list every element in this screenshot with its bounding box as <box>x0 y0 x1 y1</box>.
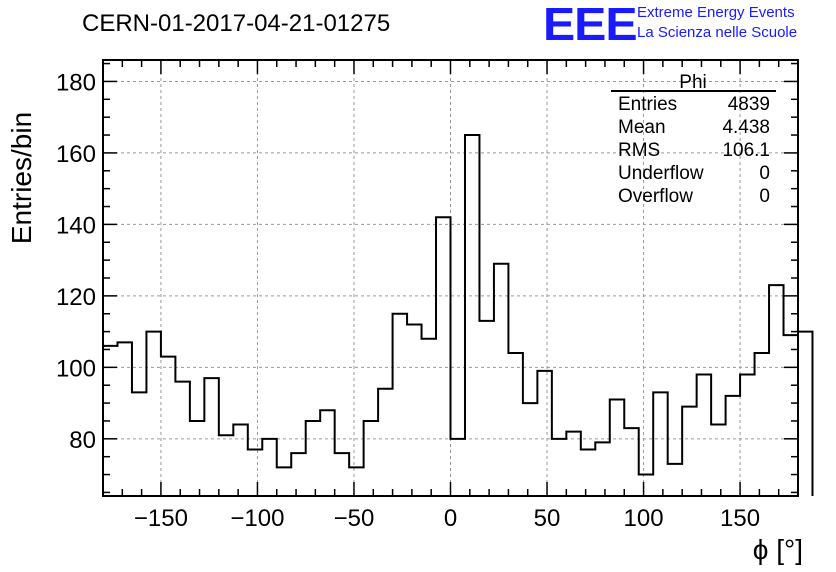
x-tick-label: 0 <box>444 505 457 532</box>
stat-value-underflow: 0 <box>759 163 770 184</box>
y-tick-label: 180 <box>56 69 96 96</box>
stats-title: Phi <box>679 72 706 93</box>
x-tick-labels: −150 −100 −50 0 50 100 150 <box>134 505 760 532</box>
stat-value-overflow: 0 <box>759 186 770 207</box>
stat-value-entries: 4839 <box>728 94 770 115</box>
x-tick-label: −50 <box>334 505 375 532</box>
y-tick-label: 100 <box>56 355 96 382</box>
stat-label-entries: Entries <box>618 94 677 115</box>
x-tick-label: 100 <box>624 505 664 532</box>
x-tick-label: −150 <box>134 505 188 532</box>
histogram-line <box>103 134 814 496</box>
y-tick-label: 80 <box>69 427 96 454</box>
stats-box: Phi Entries 4839 Mean 4.438 RMS 106.1 Underflo… <box>611 72 776 207</box>
logo-tagline: Extreme Energy Events La Scienza nelle S… <box>637 3 797 43</box>
y-tick-label: 160 <box>56 141 96 168</box>
tagline-line-2: La Scienza nelle Scuole <box>637 24 798 41</box>
stat-value-mean: 4.438 <box>722 117 770 138</box>
y-tick-label: 140 <box>56 212 96 239</box>
tagline-line-1: Extreme Energy Events <box>637 4 795 21</box>
stat-label-rms: RMS <box>618 140 660 161</box>
y-axis-label: Entries/bin <box>6 112 37 244</box>
stat-label-underflow: Underflow <box>618 163 704 184</box>
x-tick-label: −100 <box>230 505 284 532</box>
x-axis-label: ϕ [°] <box>753 534 803 565</box>
stat-label-mean: Mean <box>618 117 666 138</box>
stat-label-overflow: Overflow <box>618 186 693 207</box>
chart-title: CERN-01-2017-04-21-01275 <box>82 10 391 37</box>
axis-ticks <box>102 60 799 496</box>
grid-lines <box>103 60 798 496</box>
y-tick-label: 120 <box>56 284 96 311</box>
eee-logo: EEE <box>543 0 638 50</box>
stat-value-rms: 106.1 <box>722 140 770 161</box>
x-tick-label: 50 <box>534 505 561 532</box>
y-tick-labels: 80 100 120 140 160 180 <box>56 69 96 453</box>
x-tick-label: 150 <box>720 505 760 532</box>
